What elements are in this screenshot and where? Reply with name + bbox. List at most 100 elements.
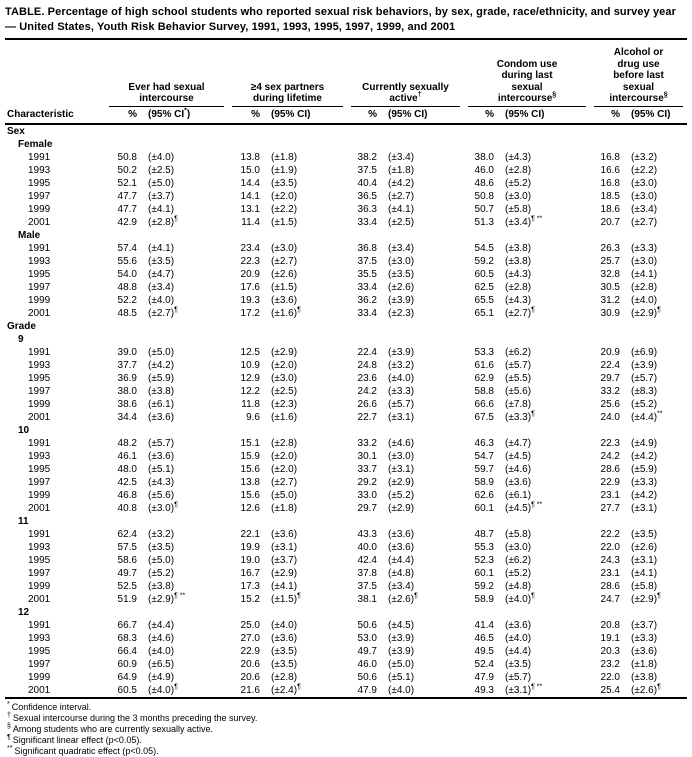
row-year: 1999 [28, 580, 51, 592]
percent-value: 53.0 [357, 632, 377, 644]
ci-value: (±2.4)¶ [260, 683, 347, 699]
subsection-row-label: Female [18, 138, 53, 150]
ci-value: (±5.9) [631, 463, 658, 475]
ci-value: (±5.7) [505, 359, 532, 371]
percent-value: 30.1 [357, 450, 377, 462]
ci-value: (±5.2) [631, 398, 658, 410]
ci-value: (±3.8) [148, 580, 175, 592]
percent-value: 38.2 [357, 151, 377, 163]
percent-value: 36.5 [357, 190, 377, 202]
percent-value: 22.3 [600, 437, 620, 449]
table-row: 1999 38.6 (±6.1) 11.8 (±2.3) 26.6 (±5.7) 66.6 (±… [5, 398, 687, 411]
ci-value: (±1.5) [271, 216, 298, 228]
ci-value: (±2.9) [271, 567, 298, 579]
section-row-label: Sex [7, 125, 25, 137]
ci-value: (±3.6) [631, 645, 658, 657]
ci-value: (±4.2) [631, 489, 658, 501]
percent-header: % [590, 106, 620, 125]
row-year: 1991 [28, 528, 51, 540]
ci-value: (±2.2) [631, 164, 658, 176]
percent-value: 41.4 [474, 619, 494, 631]
row-year: 1993 [28, 450, 51, 462]
percent-value: 47.7 [117, 203, 137, 215]
percent-value: 15.2 [240, 593, 260, 605]
column-group-footnote-marker: § [663, 91, 668, 99]
ci-value: (±4.4) [505, 645, 532, 657]
percent-value: 22.1 [240, 528, 260, 540]
footnote: † Sexual intercourse during the 3 months … [7, 712, 685, 724]
row-year: 1999 [28, 489, 51, 501]
table-row: 1991 48.2 (±5.7) 15.1 (±2.8) 33.2 (±4.6) 46.3 (±… [5, 437, 687, 450]
row-year: 1995 [28, 268, 51, 280]
ci-value: (±5.8) [505, 203, 532, 215]
footnote-marker: ¶ [414, 592, 418, 600]
column-group-footnote-marker: § [552, 91, 557, 99]
ci-value: (±5.8) [631, 580, 658, 592]
ci-value: (±5.7) [631, 372, 658, 384]
ci-value: (±2.8) [631, 281, 658, 293]
ci-value: (±5.2) [505, 567, 532, 579]
ci-value: (±4.1) [388, 203, 415, 215]
row-year: 1995 [28, 177, 51, 189]
ci-value: (±3.5) [388, 268, 415, 280]
column-group-label: Condom use during last sexual intercours… [496, 58, 558, 105]
ci-value: (±3.1) [631, 502, 658, 514]
percent-value: 43.3 [357, 528, 377, 540]
table-row: 1999 64.9 (±4.9) 20.6 (±2.8) 50.6 (±5.1) 47.9 (±… [5, 671, 687, 684]
ci-value: (±4.0)¶ [505, 592, 535, 605]
ci-value: (±2.9) [388, 476, 415, 488]
ci-value: (±3.5) [505, 658, 532, 670]
percent-header: % [347, 106, 377, 125]
percent-value: 37.7 [117, 359, 137, 371]
row-year: 1995 [28, 463, 51, 475]
percent-value: 47.9 [474, 671, 494, 683]
ci-value: (±3.6) [271, 632, 298, 644]
percent-value: 19.9 [240, 541, 260, 553]
ci-value: (±3.7) [631, 619, 658, 631]
percent-value: 62.6 [474, 489, 494, 501]
characteristic-header: Characteristic [5, 106, 105, 125]
footnote-marker: ¶ ** [531, 683, 543, 691]
subsection-row: Female [5, 138, 687, 151]
percent-value: 52.4 [474, 658, 494, 670]
ci-value: (±4.0) [505, 632, 532, 644]
ci-value: (±1.6) [271, 411, 298, 423]
table-row: 1999 46.8 (±5.6) 15.6 (±5.0) 33.0 (±5.2) 62.6 (±… [5, 489, 687, 502]
ci-value: (±3.5) [631, 528, 658, 540]
subsection-row-label: 10 [18, 424, 30, 436]
percent-value: 22.4 [600, 359, 620, 371]
percent-value: 66.6 [474, 398, 494, 410]
ci-value: (±2.9)¶ ** [148, 592, 186, 605]
percent-value: 48.6 [474, 177, 494, 189]
subsection-row-label: 11 [18, 515, 29, 527]
column-group-footnote-marker: † [417, 91, 422, 99]
percent-value: 50.8 [117, 151, 137, 163]
footnote-marker: ¶ [657, 683, 661, 691]
ci-value: (±3.0) [631, 177, 658, 189]
subsection-row: Male [5, 229, 687, 242]
ci-value: (±4.1) [631, 567, 658, 579]
percent-value: 28.6 [600, 580, 620, 592]
percent-value: 54.5 [474, 242, 494, 254]
percent-value: 33.4 [357, 307, 377, 319]
ci-value: (±1.8) [271, 151, 298, 163]
row-year: 1997 [28, 190, 51, 202]
footnote-text: Significant linear effect (p<0.05). [12, 734, 142, 745]
percent-value: 49.7 [117, 567, 137, 579]
ci-value: (±2.7)¶ [505, 306, 535, 319]
percent-value: 33.2 [357, 437, 377, 449]
ci-header: (95% CI) [260, 106, 347, 125]
section-row-label: Grade [7, 320, 36, 332]
table-row: 1995 66.4 (±4.0) 22.9 (±3.5) 49.7 (±3.9) 49.5 (±… [5, 645, 687, 658]
ci-value: (±6.2) [505, 346, 532, 358]
percent-value: 22.9 [240, 645, 260, 657]
table-row: 1999 52.2 (±4.0) 19.3 (±3.6) 36.2 (±3.9) 65.5 (±… [5, 294, 687, 307]
footnote-marker: § [7, 722, 11, 730]
table-row: 1993 68.3 (±4.6) 27.0 (±3.6) 53.0 (±3.9) 46.5 (±… [5, 632, 687, 645]
footnote-marker: ¶ [297, 306, 301, 314]
column-group-condom-use: Condom use during last sexual intercours… [464, 41, 590, 107]
percent-value: 20.3 [600, 645, 620, 657]
percent-value: 54.0 [117, 268, 137, 280]
ci-value: (±3.0) [631, 190, 658, 202]
percent-value: 36.9 [117, 372, 137, 384]
